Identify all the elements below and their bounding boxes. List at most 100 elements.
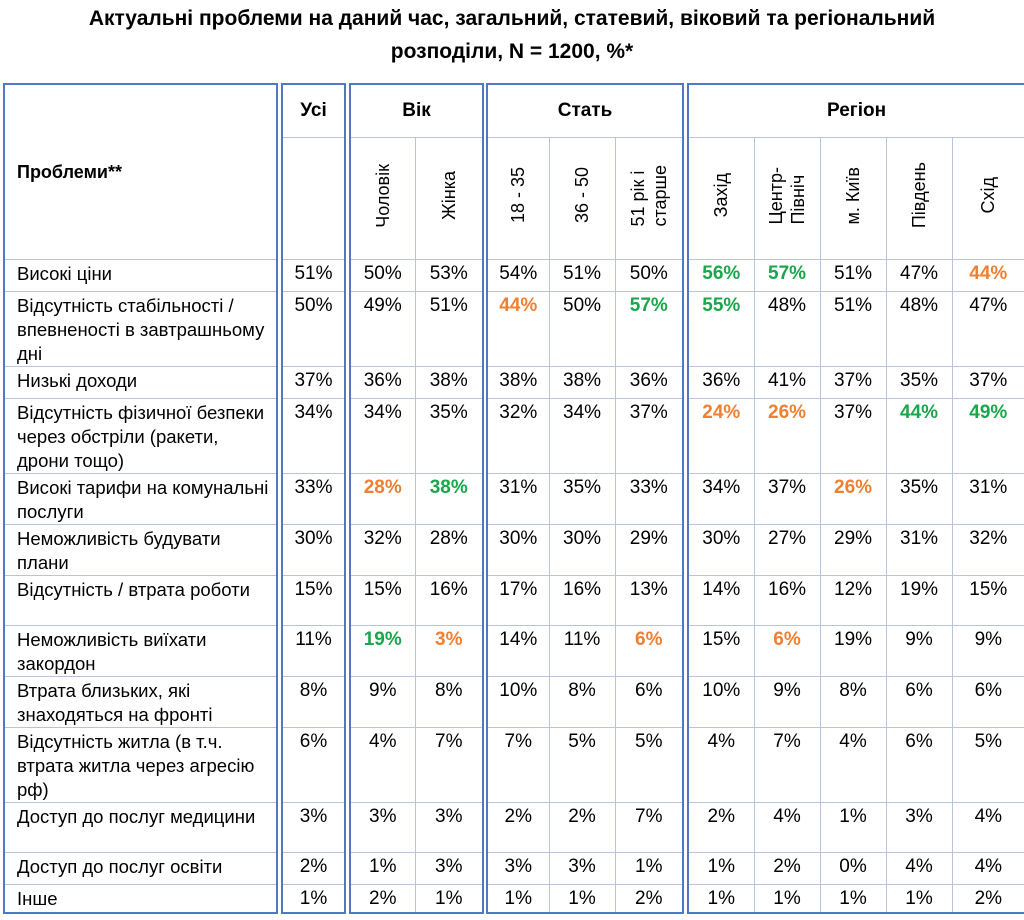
table-cell: 4% [952, 802, 1024, 853]
table-cell: 38% [486, 366, 550, 399]
table-cell: 36% [687, 366, 755, 399]
table-cell: 35% [886, 473, 953, 525]
table-cell: 49% [349, 291, 416, 367]
row-label: Відсутність фізичної безпеки через обстр… [3, 398, 278, 474]
header-all: Усі [281, 83, 346, 138]
table-cell: 35% [549, 473, 616, 525]
row-label: Неможливість будувати плани [3, 524, 278, 576]
header-age-36-50-label: 36 - 50 [572, 167, 593, 224]
table-cell: 30% [486, 524, 550, 576]
table-cell: 50% [281, 291, 346, 367]
table-cell: 2% [952, 884, 1024, 914]
table-cell: 37% [281, 366, 346, 399]
table-row: Неможливість виїхати закордон 11% 19% 3% 14%… [3, 625, 1024, 677]
table-header: Проблеми** Усі Вік Стать Регіон Чоловік Ж… [3, 83, 1024, 260]
table-cell: 57% [615, 291, 685, 367]
row-label: Неможливість виїхати закордон [3, 625, 278, 677]
table-cell: 16% [549, 575, 616, 626]
table-cell: 50% [349, 259, 416, 292]
header-region-west-label: Захід [711, 173, 732, 218]
table-cell: 11% [281, 625, 346, 677]
table-cell: 7% [486, 727, 550, 803]
table-cell: 6% [754, 625, 821, 677]
table-cell: 15% [349, 575, 416, 626]
table-cell: 3% [486, 852, 550, 885]
table-cell: 35% [886, 366, 953, 399]
table-cell: 56% [687, 259, 755, 292]
table-cell: 44% [486, 291, 550, 367]
table-cell: 2% [349, 884, 416, 914]
table-cell: 6% [281, 727, 346, 803]
table-cell: 33% [281, 473, 346, 525]
table-cell: 4% [349, 727, 416, 803]
table-cell: 15% [687, 625, 755, 677]
table-cell: 34% [281, 398, 346, 474]
table-cell: 51% [281, 259, 346, 292]
table-cell: 38% [415, 366, 485, 399]
row-label: Високі ціни [3, 259, 278, 292]
table-cell: 33% [615, 473, 685, 525]
table-cell: 8% [281, 676, 346, 728]
table-cell: 2% [615, 884, 685, 914]
header-age-51-plus: 51 рік і старше [615, 137, 685, 260]
header-male: Чоловік [349, 137, 416, 260]
row-label: Доступ до послуг освіти [3, 852, 278, 885]
table-cell: 15% [281, 575, 346, 626]
table-cell: 6% [615, 676, 685, 728]
table-cell: 7% [415, 727, 485, 803]
table-cell: 4% [820, 727, 887, 803]
table-cell: 55% [687, 291, 755, 367]
row-label: Відсутність стабільності / впевненості в… [3, 291, 278, 367]
row-label: Доступ до послуг медицини [3, 802, 278, 853]
row-label: Низькі доходи [3, 366, 278, 399]
header-region-kyiv-label: м. Київ [843, 166, 864, 225]
table-cell: 1% [820, 884, 887, 914]
table-cell: 1% [281, 884, 346, 914]
table-cell: 8% [415, 676, 485, 728]
table-cell: 7% [615, 802, 685, 853]
table-cell: 26% [754, 398, 821, 474]
table-cell: 1% [754, 884, 821, 914]
table-cell: 8% [820, 676, 887, 728]
table-cell: 32% [952, 524, 1024, 576]
table-row: Доступ до послуг медицини 3% 3% 3% 2% 2% 7% 2% 4… [3, 802, 1024, 853]
table-cell: 48% [886, 291, 953, 367]
table-cell: 3% [415, 852, 485, 885]
table-row: Відсутність житла (в т.ч. втрата житла ч… [3, 727, 1024, 803]
table-cell: 16% [754, 575, 821, 626]
table-cell: 32% [486, 398, 550, 474]
table-cell: 47% [886, 259, 953, 292]
table-cell: 1% [687, 852, 755, 885]
table-cell: 1% [615, 852, 685, 885]
table-cell: 37% [754, 473, 821, 525]
table-cell: 19% [349, 625, 416, 677]
table-cell: 30% [687, 524, 755, 576]
table-cell: 6% [886, 676, 953, 728]
table-cell: 9% [754, 676, 821, 728]
table-cell: 28% [415, 524, 485, 576]
table-cell: 31% [952, 473, 1024, 525]
table-cell: 47% [952, 291, 1024, 367]
table-cell: 11% [549, 625, 616, 677]
table-cell: 6% [952, 676, 1024, 728]
table-row: Високі тарифи на комунальні послуги 33% 28… [3, 473, 1024, 525]
table-cell: 12% [820, 575, 887, 626]
table-row: Відсутність стабільності / впевненості в… [3, 291, 1024, 367]
table-cell: 37% [952, 366, 1024, 399]
table-cell: 48% [754, 291, 821, 367]
header-region-east: Схід [952, 137, 1024, 260]
table-row: Високі ціни 51% 50% 53% 54% 51% 50% 56% 57% 51% 47… [3, 259, 1024, 292]
table-row: Неможливість будувати плани 30% 32% 28% 30% 3… [3, 524, 1024, 576]
table-cell: 41% [754, 366, 821, 399]
table-cell: 34% [549, 398, 616, 474]
header-female-label: Жінка [438, 171, 459, 220]
table-cell: 34% [687, 473, 755, 525]
table-cell: 10% [486, 676, 550, 728]
table-cell: 8% [549, 676, 616, 728]
row-label: Відсутність / втрата роботи [3, 575, 278, 626]
table-cell: 28% [349, 473, 416, 525]
header-region-kyiv: м. Київ [820, 137, 887, 260]
table-cell: 38% [549, 366, 616, 399]
table-cell: 29% [820, 524, 887, 576]
table-cell: 50% [615, 259, 685, 292]
